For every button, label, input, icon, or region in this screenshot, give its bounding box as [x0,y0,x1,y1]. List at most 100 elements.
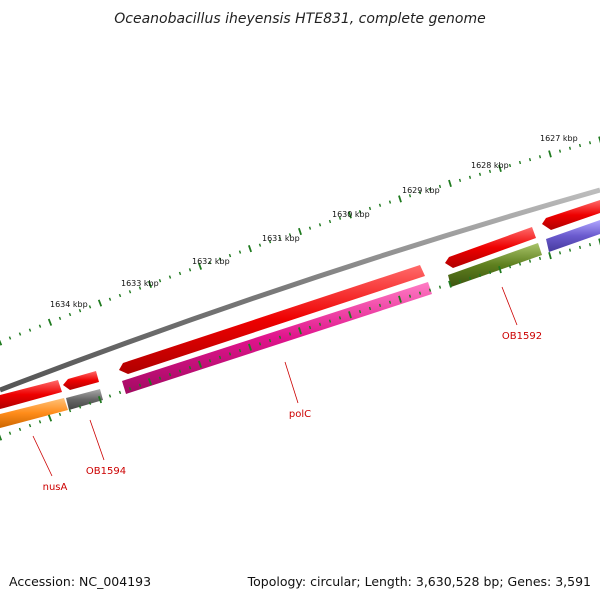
major-tick [298,227,302,236]
minor-tick [58,316,62,321]
leader-polC [284,361,299,404]
minor-tick [528,158,532,162]
minor-tick [138,383,142,387]
gene-label-nusA: nusA [43,482,68,493]
major-tick [197,262,203,270]
minor-tick [88,401,92,405]
minor-tick [38,324,42,328]
minor-tick [438,184,442,189]
minor-tick [58,412,62,416]
minor-tick [18,427,22,432]
minor-tick [258,243,262,247]
minor-tick [108,394,112,398]
leader-OB1592 [501,286,518,326]
minor-tick [488,270,492,275]
minor-tick [278,335,282,339]
minor-tick [228,352,232,356]
major-tick [548,150,552,158]
major-tick [498,164,502,173]
minor-tick [368,306,372,311]
accession-text: Accession: NC_004193 [9,574,151,589]
genome-summary-text: Topology: circular; Length: 3,630,528 bp… [247,574,591,589]
minor-tick [468,276,472,280]
minor-tick [178,271,182,276]
minor-tick [318,322,322,326]
minor-tick [418,190,422,195]
minor-tick [378,203,382,207]
minor-tick [388,200,392,204]
major-tick [147,378,153,386]
minor-tick [388,300,392,304]
minor-tick [458,279,462,283]
minor-tick [328,219,332,224]
minor-tick [338,216,342,220]
cds-arrow-polC-upper[interactable] [119,265,425,374]
gene-polC[interactable] [122,282,432,394]
minor-tick [358,210,362,214]
major-tick [47,414,53,422]
kbp-label-1634: 1634 kbp [50,300,88,309]
minor-tick [138,286,142,290]
minor-tick [578,143,582,148]
cds-arrow-nusA-upper[interactable] [0,380,62,409]
gene-OB1594[interactable] [66,389,103,410]
minor-tick [288,233,292,237]
minor-tick [508,163,512,168]
minor-tick [328,319,332,323]
minor-tick [238,348,242,353]
minor-tick [168,372,172,377]
minor-tick [538,256,542,260]
major-tick [598,238,600,246]
minor-tick [238,250,242,254]
major-tick [147,280,153,288]
minor-tick [288,332,292,336]
major-tick [0,434,3,441]
minor-tick [268,240,272,244]
minor-tick [508,265,512,269]
minor-tick [28,328,32,332]
major-tick [398,195,402,203]
gene-label-OB1594: OB1594 [86,466,126,477]
minor-tick [28,423,32,428]
cds-arrow-right-upper[interactable] [542,200,600,230]
minor-tick [428,187,432,192]
minor-tick [68,408,72,413]
minor-tick [408,294,412,298]
minor-tick [558,251,562,255]
minor-tick [488,169,492,173]
gene-right-purple[interactable] [546,220,600,252]
inner-tick-ring [0,238,600,441]
minor-tick [368,206,372,211]
genome-backbone [0,187,600,393]
minor-tick [528,259,532,263]
major-tick [498,266,502,274]
minor-tick [258,342,262,346]
major-tick [598,136,600,144]
minor-tick [308,325,312,330]
minor-tick [68,312,72,317]
leader-OB1594 [89,419,105,461]
minor-tick [128,290,132,294]
gene-nusA[interactable] [0,398,68,428]
minor-tick [218,257,222,261]
minor-tick [518,160,522,165]
minor-tick [338,316,342,320]
gene-OB1592[interactable] [448,243,542,287]
minor-tick [468,175,472,179]
minor-tick [158,279,162,283]
cds-arrow-small-left[interactable] [63,371,99,390]
minor-tick [378,303,382,308]
minor-tick [568,248,572,252]
minor-tick [478,172,482,176]
minor-tick [188,268,192,272]
major-tick [97,299,103,307]
cds-arrow-OB1592-upper[interactable] [445,227,536,268]
minor-tick [108,297,112,301]
minor-tick [418,291,422,295]
kbp-label-1627: 1627 kbp [540,134,578,143]
major-tick [448,179,452,187]
minor-tick [308,226,312,230]
minor-tick [318,223,322,227]
minor-tick [278,236,282,240]
